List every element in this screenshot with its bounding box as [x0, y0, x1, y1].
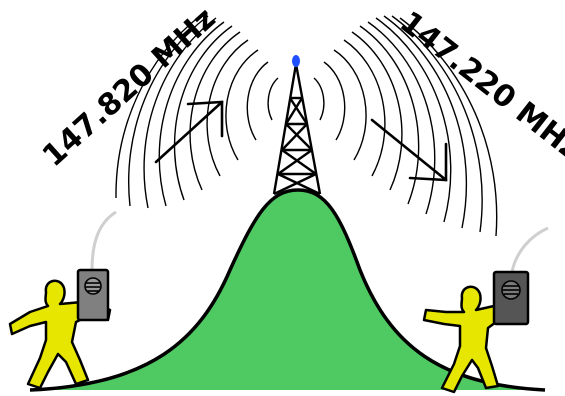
arrow-icon: [370, 118, 448, 182]
right-radio-speaker: [501, 280, 521, 300]
right-radio-waves: [313, 15, 498, 237]
right-wave-7: [367, 21, 436, 215]
left-wave-10: [115, 15, 201, 199]
hill-outline: [29, 188, 546, 392]
left-wave-9: [127, 15, 209, 207]
left-radio-speaker: [84, 277, 102, 295]
right-radio-antenna: [510, 226, 549, 273]
left-wave-1: [267, 77, 279, 121]
right-wave-11: [399, 17, 498, 237]
left-wave-2: [246, 61, 269, 141]
left-wave-4: [206, 39, 249, 177]
right-wave-8: [375, 17, 452, 223]
right-wave-9: [383, 15, 468, 229]
person-with-radio-icon: [422, 226, 549, 394]
person-with-radio-icon: [8, 210, 117, 390]
right-wave-3: [333, 49, 367, 161]
arrow-icon: [154, 100, 224, 164]
tower-beacon: [292, 55, 300, 67]
left-wave-7: [158, 21, 225, 207]
uplink-frequency-label: 147.820 MHz: [36, 1, 223, 174]
left-wave-8: [143, 17, 217, 209]
right-wave-10: [391, 15, 483, 233]
right-wave-4: [343, 39, 386, 177]
left-radio-waves: [115, 15, 279, 209]
right-wave-2: [323, 61, 346, 141]
radio-tower-icon: [272, 56, 322, 196]
right-wave-5: [351, 31, 403, 191]
left-wave-6: [173, 25, 233, 201]
hill: [30, 190, 545, 390]
right-wave-1: [313, 77, 325, 121]
left-radio-antenna: [90, 210, 117, 271]
left-wave-3: [225, 49, 259, 161]
left-wave-5: [189, 31, 241, 191]
